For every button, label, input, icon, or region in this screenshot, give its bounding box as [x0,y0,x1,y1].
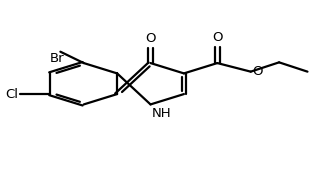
Text: O: O [145,32,156,45]
Text: O: O [212,32,222,44]
Text: O: O [252,65,263,78]
Text: Br: Br [50,52,64,65]
Text: NH: NH [152,107,172,120]
Text: Cl: Cl [5,88,18,101]
